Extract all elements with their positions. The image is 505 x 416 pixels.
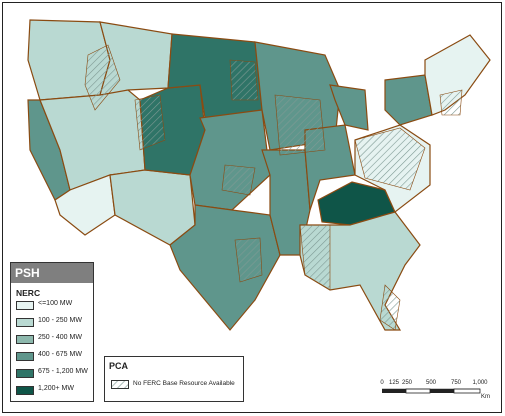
- legend-item: 250 - 400 MW: [16, 334, 94, 345]
- legend-label: 100 - 250 MW: [38, 317, 82, 324]
- scale-tick: 500: [425, 380, 437, 386]
- legend-title: PSH Potential: [11, 263, 93, 300]
- legend-swatch: [16, 335, 34, 344]
- region-new-york: [384, 74, 433, 126]
- legend-item: 675 - 1,200 MW: [16, 368, 94, 379]
- legend-swatch: [16, 386, 34, 395]
- scale-tick: 1,000: [472, 380, 488, 386]
- pca-hatch-areas: [84, 44, 463, 331]
- legend-swatch: [16, 301, 34, 310]
- legend-subtitle: NERC: [16, 288, 41, 298]
- legend-label: <=100 MW: [38, 300, 73, 307]
- pca-title: PCA: [109, 361, 129, 371]
- legend-item: 1,200+ MW: [16, 385, 94, 396]
- legend-item: 400 - 675 MW: [16, 351, 94, 362]
- legend-swatch: [16, 352, 34, 361]
- psh-legend: PSH Potential NERC <=100 MW 100 - 250 MW…: [10, 262, 94, 402]
- scale-bar: 0 125 250 500 750 1,000 Km: [378, 380, 498, 404]
- pca-hatch-swatch: [111, 380, 129, 389]
- legend-label: 1,200+ MW: [38, 385, 74, 392]
- legend-label: 400 - 675 MW: [38, 351, 82, 358]
- region-michigan: [329, 84, 369, 131]
- scale-tick: 0: [380, 380, 384, 386]
- scale-tick: 250: [401, 380, 413, 386]
- scale-tick: 125: [388, 380, 400, 386]
- legend-label: 250 - 400 MW: [38, 334, 82, 341]
- legend-label: 675 - 1,200 MW: [38, 368, 88, 375]
- pca-label: No FERC Base Resource Available: [133, 380, 235, 387]
- legend-item: 100 - 250 MW: [16, 317, 94, 328]
- scale-unit: Km: [481, 394, 490, 400]
- pca-legend: PCA No FERC Base Resource Available: [104, 356, 244, 402]
- region-southwest: [109, 169, 196, 246]
- legend-item: <=100 MW: [16, 300, 94, 311]
- scale-bar-graphic: [382, 388, 481, 394]
- legend-swatch: [16, 369, 34, 378]
- legend-swatch: [16, 318, 34, 327]
- scale-tick: 750: [450, 380, 462, 386]
